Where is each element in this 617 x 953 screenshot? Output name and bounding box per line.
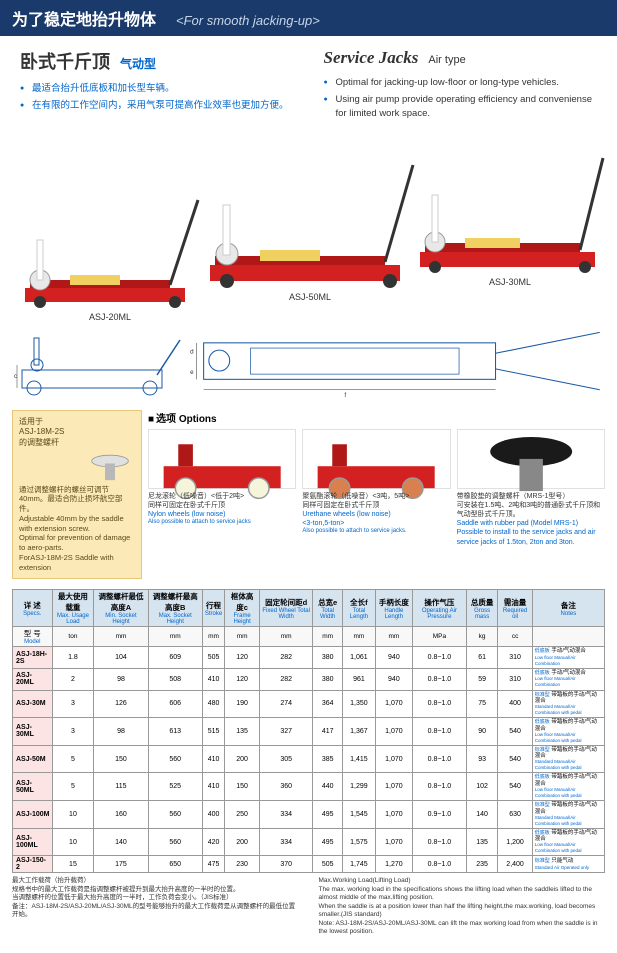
- footnote-en: Max.Working Load(Lifting Load) The max. …: [319, 877, 606, 936]
- table-row: ASJ-50ML51155254101503604401,2991,0700.8…: [13, 773, 605, 801]
- diagram-side: c: [12, 330, 182, 400]
- jack-image: ASJ-20ML: [20, 180, 200, 322]
- svg-text:e: e: [190, 369, 194, 376]
- table-row: ASJ-100ML101405604202003344951,5751,0700…: [13, 828, 605, 856]
- svg-text:d: d: [190, 348, 194, 355]
- jack-label: ASJ-30ML: [415, 277, 605, 287]
- table-row: ASJ-20ML2985084101202823809619400.8~1.05…: [13, 668, 605, 690]
- table-row: ASJ-30M31266064801902743641,3501,0700.8~…: [13, 690, 605, 718]
- intro-left: 卧式千斤顶 气动型 最适合抬升低底板和加长型车辆。 在有限的工作空间内，采用气泵…: [20, 48, 294, 124]
- product-subtitle-en: Air type: [428, 54, 465, 66]
- jack-image: ASJ-50ML: [205, 150, 415, 302]
- option-card: 聚氨酯滚轮（低噪音）<3吨，5吨>同样可固定在卧式千斤顶Urethane whe…: [302, 429, 450, 547]
- product-images: ASJ-20ML ASJ-50ML ASJ-30ML: [20, 132, 597, 322]
- svg-text:c: c: [14, 374, 17, 380]
- footnote-cn: 最大工作载荷（抬升载荷） 规格书中的最大工作载荷是指调整螺杆被提升到最大抬升高度…: [12, 877, 299, 936]
- product-title-cn: 卧式千斤顶: [20, 48, 110, 74]
- saddle-info-box: 适用于ASJ-18M-2S的调整螺杆 通过调整螺杆的螺丝可调节40mm。最适合防…: [12, 410, 142, 579]
- page-header: 为了稳定地抬升物体 <For smooth jacking-up>: [0, 0, 617, 36]
- jack-image: ASJ-30ML: [415, 140, 605, 287]
- intro-section: 卧式千斤顶 气动型 最适合抬升低底板和加长型车辆。 在有限的工作空间内，采用气泵…: [0, 36, 617, 132]
- bullet-item: 最适合抬升低底板和加长型车辆。: [20, 82, 294, 95]
- header-title-en: <For smooth jacking-up>: [176, 13, 320, 28]
- jack-label: ASJ-20ML: [20, 312, 200, 322]
- jack-label: ASJ-50ML: [205, 292, 415, 302]
- option-card: 带橡胶垫的调整螺杆（MRS-1型号）可安装在1.5吨、2吨和3吨的普通卧式千斤顶…: [457, 429, 605, 547]
- bullets-en: Optimal for jacking-up low-floor or long…: [324, 76, 598, 120]
- product-subtitle-cn: 气动型: [120, 55, 156, 72]
- table-row: ASJ-30ML3986135151353274171,3671,0700.8~…: [13, 718, 605, 746]
- bullet-item: 在有限的工作空间内，采用气泵可提高作业效率也更加方便。: [20, 99, 294, 112]
- diagram-top: f d e: [188, 322, 605, 400]
- options-main: 选项 Options 尼龙滚轮（低噪音）<低于2吨>同样可固定在卧式千斤顶Nyl…: [148, 410, 605, 579]
- header-title-cn: 为了稳定地抬升物体: [12, 6, 156, 30]
- table-row: ASJ-18H-2S1.81046095051202823801,0619400…: [13, 647, 605, 669]
- intro-right: Service Jacks Air type Optimal for jacki…: [324, 48, 598, 124]
- option-image: [148, 429, 296, 489]
- options-section: 适用于ASJ-18M-2S的调整螺杆 通过调整螺杆的螺丝可调节40mm。最适合防…: [12, 410, 605, 579]
- option-image: [302, 429, 450, 489]
- option-image: [457, 429, 605, 489]
- svg-text:f: f: [344, 392, 346, 399]
- footnote: 最大工作载荷（抬升载荷） 规格书中的最大工作载荷是指调整螺杆被提升到最大抬升高度…: [12, 877, 605, 936]
- bullets-cn: 最适合抬升低底板和加长型车辆。 在有限的工作空间内，采用气泵可提高作业效率也更加…: [20, 82, 294, 113]
- table-row: ASJ-150-2151756504752303705051,7451,2700…: [13, 856, 605, 873]
- bullet-item: Optimal for jacking-up low-floor or long…: [324, 76, 598, 89]
- table-row: ASJ-50M51505604102003053851,4151,0700.8~…: [13, 745, 605, 773]
- spec-table: 详 述Specs.最大使用载重Max. Usage Load调整螺杆最低高度AM…: [12, 589, 605, 873]
- product-title-en: Service Jacks: [324, 48, 419, 68]
- dimension-diagrams: c f d e: [12, 322, 605, 400]
- bullet-item: Using air pump provide operating efficie…: [324, 93, 598, 120]
- option-card: 尼龙滚轮（低噪音）<低于2吨>同样可固定在卧式千斤顶Nylon wheels (…: [148, 429, 296, 547]
- table-row: ASJ-100M101605604002503344951,5451,0700.…: [13, 801, 605, 829]
